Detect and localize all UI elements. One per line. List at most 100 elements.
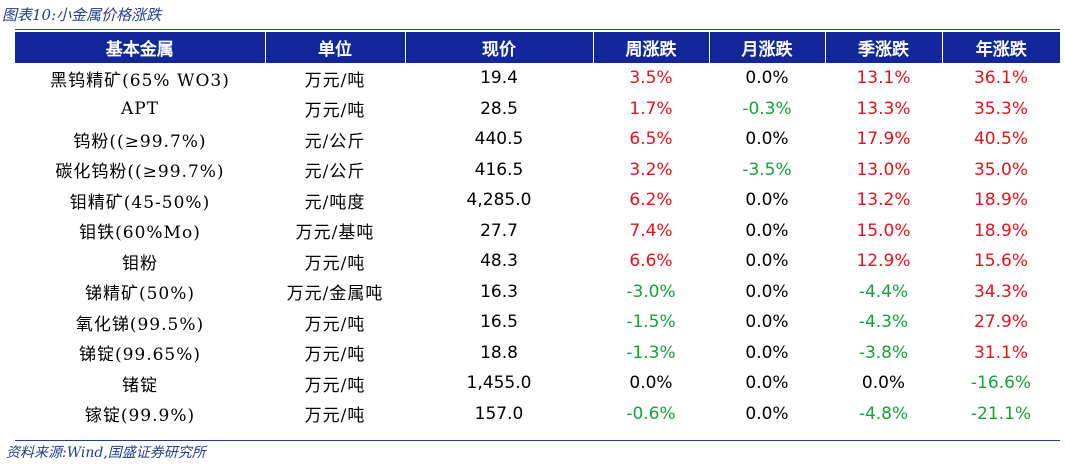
year-change: -21.1%	[970, 403, 1032, 424]
quarter-change: 13.2%	[856, 190, 911, 211]
quarter-change: 13.0%	[856, 159, 911, 180]
metal-name: 钨粉((≥99.7%)	[73, 131, 207, 152]
metal-unit: 万元/吨	[304, 253, 366, 274]
metal-name: 锑精矿(50%)	[84, 284, 196, 305]
table-row: 钼精矿(45-50%) 元/吨度 4,285.0 6.2% 0.0% 13.2%…	[15, 185, 1060, 216]
metal-price: 4,285.0	[466, 190, 532, 211]
week-change: 1.7%	[629, 98, 673, 119]
metal-price: 157.0	[474, 403, 524, 424]
month-change: 0.0%	[745, 373, 789, 394]
metal-price: 28.5	[480, 98, 518, 119]
year-change: 18.9%	[973, 190, 1028, 211]
header-row: 基本金属 单位 现价 周涨跌 月涨跌 季涨跌 年涨跌	[15, 32, 1060, 63]
metal-name: 锑锭(99.65%)	[78, 345, 202, 366]
year-change: 27.9%	[973, 312, 1028, 333]
metal-unit: 万元/吨	[304, 345, 366, 366]
quarter-change: -4.4%	[858, 281, 909, 302]
metal-unit: 万元/基吨	[295, 223, 375, 244]
quarter-change: -3.8%	[858, 342, 909, 363]
year-change: 34.3%	[973, 281, 1028, 302]
metal-price: 27.7	[480, 220, 518, 241]
year-change: 35.3%	[973, 98, 1028, 119]
month-change: 0.0%	[745, 251, 789, 272]
table-row: 氧化锑(99.5%) 万元/吨 16.5 -1.5% 0.0% -4.3% 27…	[15, 307, 1060, 338]
week-change: -1.3%	[626, 342, 676, 363]
month-change: 0.0%	[745, 403, 789, 424]
table-row: 钨粉((≥99.7%) 元/公斤 440.5 6.5% 0.0% 17.9% 4…	[15, 124, 1060, 155]
metal-unit: 万元/吨	[304, 375, 366, 396]
metal-name: 黑钨精矿(65% WO3)	[50, 70, 230, 91]
figure-caption: 图表10:小金属价格涨跌	[2, 6, 162, 24]
quarter-change: 0.0%	[861, 373, 906, 394]
metal-unit: 万元/吨	[304, 101, 366, 122]
week-change: 0.0%	[629, 373, 673, 394]
week-change: 6.2%	[629, 190, 673, 211]
week-change: 3.2%	[629, 159, 673, 180]
metal-unit: 元/公斤	[304, 131, 366, 152]
source-note: 资料来源:Wind,国盛证券研究所	[6, 445, 206, 461]
metal-price: 16.5	[480, 312, 518, 333]
table-row: 锑锭(99.65%) 万元/吨 18.8 -1.3% 0.0% -3.8% 31…	[15, 338, 1060, 369]
year-change: 18.9%	[973, 220, 1028, 241]
year-change: 36.1%	[973, 68, 1028, 89]
month-change: 0.0%	[745, 281, 789, 302]
metal-unit: 万元/吨	[304, 314, 366, 335]
metal-unit: 元/公斤	[304, 162, 366, 183]
metal-unit: 元/吨度	[304, 192, 366, 213]
metal-name: 碳化钨粉((≥99.7%)	[55, 162, 225, 183]
metal-unit: 万元/吨	[304, 70, 366, 91]
quarter-change: -4.3%	[858, 312, 909, 333]
month-change: 0.0%	[745, 220, 789, 241]
metal-name: APT	[120, 98, 160, 119]
week-change: 7.4%	[629, 220, 673, 241]
year-change: 31.1%	[973, 342, 1028, 363]
month-change: 0.0%	[745, 190, 789, 211]
header-month-change: 月涨跌	[709, 32, 826, 63]
quarter-change: 13.1%	[856, 68, 911, 89]
metal-unit: 万元/吨	[304, 406, 366, 427]
metal-name: 钼粉	[122, 253, 158, 274]
quarter-change: -4.8%	[858, 403, 909, 424]
metal-price: 48.3	[480, 251, 518, 272]
month-change: 0.0%	[745, 129, 789, 150]
metal-price: 1,455.0	[466, 373, 532, 394]
metal-name: 钼铁(60%Mo)	[79, 223, 201, 244]
month-change: 0.0%	[745, 312, 789, 333]
year-change: 15.6%	[973, 251, 1028, 272]
month-change: -0.3%	[742, 98, 792, 119]
metal-price: 440.5	[474, 129, 524, 150]
header-price: 现价	[405, 32, 594, 63]
year-change: 40.5%	[973, 129, 1028, 150]
metal-price: 19.4	[480, 68, 518, 89]
table-row: 锑精矿(50%) 万元/金属吨 16.3 -3.0% 0.0% -4.4% 34…	[15, 277, 1060, 308]
month-change: 0.0%	[745, 68, 789, 89]
table-row: 钼铁(60%Mo) 万元/基吨 27.7 7.4% 0.0% 15.0% 18.…	[15, 216, 1060, 247]
week-change: -3.0%	[626, 281, 676, 302]
quarter-change: 12.9%	[856, 251, 911, 272]
month-change: 0.0%	[745, 342, 789, 363]
metal-name: 锗锭	[122, 375, 158, 396]
table-row: 碳化钨粉((≥99.7%) 元/公斤 416.5 3.2% -3.5% 13.0…	[15, 155, 1060, 186]
table-row: 锗锭 万元/吨 1,455.0 0.0% 0.0% 0.0% -16.6%	[15, 368, 1060, 399]
bottom-rule	[15, 440, 1060, 441]
metal-unit: 万元/金属吨	[286, 284, 384, 305]
metal-price-table: 基本金属 单位 现价 周涨跌 月涨跌 季涨跌 年涨跌 黑钨精矿(65% WO3)…	[15, 32, 1060, 429]
week-change: 6.6%	[629, 251, 673, 272]
quarter-change: 15.0%	[856, 220, 911, 241]
week-change: -1.5%	[626, 312, 676, 333]
table-row: 钼粉 万元/吨 48.3 6.6% 0.0% 12.9% 15.6%	[15, 246, 1060, 277]
week-change: 6.5%	[629, 129, 673, 150]
metal-price: 16.3	[480, 281, 518, 302]
metal-price: 18.8	[480, 342, 518, 363]
table-row: 镓锭(99.9%) 万元/吨 157.0 -0.6% 0.0% -4.8% -2…	[15, 399, 1060, 430]
metal-name: 钼精矿(45-50%)	[69, 192, 211, 213]
table-row: 黑钨精矿(65% WO3) 万元/吨 19.4 3.5% 0.0% 13.1% …	[15, 63, 1060, 94]
header-quarter-change: 季涨跌	[825, 32, 943, 63]
header-year-change: 年涨跌	[942, 32, 1060, 63]
week-change: 3.5%	[629, 68, 673, 89]
quarter-change: 17.9%	[856, 129, 911, 150]
year-change: 35.0%	[973, 159, 1028, 180]
table-row: APT 万元/吨 28.5 1.7% -0.3% 13.3% 35.3%	[15, 94, 1060, 125]
metal-price: 416.5	[474, 159, 524, 180]
header-metal: 基本金属	[15, 32, 266, 63]
